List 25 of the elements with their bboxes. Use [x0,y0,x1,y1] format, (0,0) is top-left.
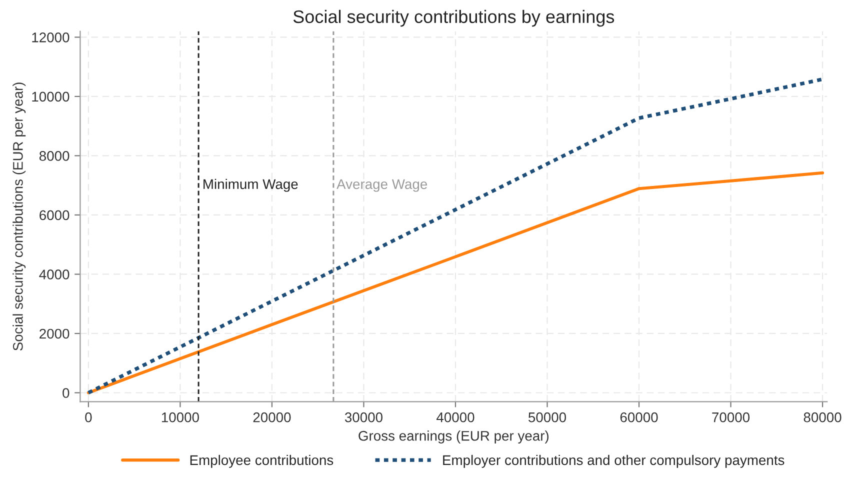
x-tick-label: 20000 [253,412,291,422]
x-tick-label: 60000 [620,412,658,422]
y-tick-label: 12000 [32,32,70,42]
legend-label: Employee contributions [190,454,334,468]
x-tick-label: 50000 [528,412,566,422]
ref-line-label: Minimum Wage [204,178,298,192]
y-tick-label: 0 [62,388,70,398]
chart-title: Social security contributions by earnings [293,10,614,27]
line-series [86,171,824,394]
x-axis-title: Gross earnings (EUR per year) [358,430,549,444]
y-axis-title: Social security contributions (EUR per year) [12,82,26,351]
y-tick-label: 6000 [40,210,70,220]
line-series [86,77,824,395]
y-tick-label: 2000 [40,328,70,339]
y-tick-label: 4000 [39,270,70,280]
x-tick-label: 30000 [344,412,382,422]
x-tick-label: 40000 [436,412,474,422]
legend-label: Employer contributions and other compulsory payments [443,454,784,468]
y-tick-label: 8000 [39,151,70,161]
x-tick-label: 10000 [162,412,199,422]
x-tick-label: 0 [85,412,92,422]
y-tick-label: 10000 [32,92,70,102]
x-tick-label: 80000 [804,412,842,422]
x-tick-label: 70000 [712,412,750,422]
ref-line-label: Average Wage [336,179,428,192]
